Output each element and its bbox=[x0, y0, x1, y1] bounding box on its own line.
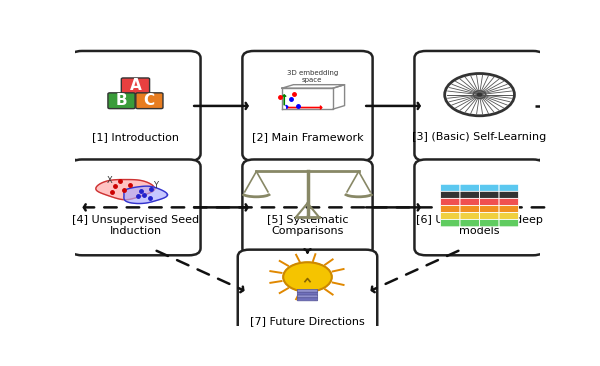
FancyBboxPatch shape bbox=[460, 220, 479, 227]
FancyBboxPatch shape bbox=[70, 51, 200, 161]
FancyBboxPatch shape bbox=[415, 160, 545, 255]
Text: Y: Y bbox=[154, 181, 158, 190]
FancyBboxPatch shape bbox=[121, 78, 149, 94]
FancyBboxPatch shape bbox=[479, 220, 499, 227]
Text: A: A bbox=[130, 78, 142, 93]
Text: B: B bbox=[116, 93, 127, 108]
Text: [5] Systematic
Comparisons: [5] Systematic Comparisons bbox=[267, 214, 348, 236]
FancyBboxPatch shape bbox=[108, 93, 135, 109]
Polygon shape bbox=[124, 186, 167, 203]
FancyBboxPatch shape bbox=[479, 205, 499, 213]
Text: 3D embedding
space: 3D embedding space bbox=[287, 70, 338, 83]
FancyBboxPatch shape bbox=[415, 51, 545, 161]
FancyBboxPatch shape bbox=[238, 250, 377, 346]
FancyBboxPatch shape bbox=[460, 212, 479, 220]
FancyBboxPatch shape bbox=[242, 160, 373, 255]
FancyBboxPatch shape bbox=[499, 205, 518, 213]
FancyBboxPatch shape bbox=[460, 198, 479, 206]
FancyBboxPatch shape bbox=[298, 298, 317, 301]
Text: [7] Future Directions: [7] Future Directions bbox=[250, 316, 365, 326]
FancyBboxPatch shape bbox=[460, 205, 479, 213]
FancyBboxPatch shape bbox=[242, 51, 373, 161]
Text: [1] Introduction: [1] Introduction bbox=[92, 132, 179, 142]
FancyBboxPatch shape bbox=[440, 191, 460, 199]
FancyBboxPatch shape bbox=[136, 93, 163, 109]
FancyBboxPatch shape bbox=[499, 184, 518, 191]
FancyBboxPatch shape bbox=[440, 220, 460, 227]
Text: [6] Unsupervised deep
models: [6] Unsupervised deep models bbox=[416, 214, 543, 236]
Polygon shape bbox=[96, 180, 155, 200]
Text: X: X bbox=[107, 176, 113, 186]
FancyBboxPatch shape bbox=[499, 198, 518, 206]
FancyBboxPatch shape bbox=[479, 184, 499, 191]
Text: [2] Main Framework: [2] Main Framework bbox=[251, 132, 364, 142]
FancyBboxPatch shape bbox=[440, 198, 460, 206]
FancyBboxPatch shape bbox=[479, 191, 499, 199]
FancyBboxPatch shape bbox=[460, 191, 479, 199]
FancyBboxPatch shape bbox=[440, 205, 460, 213]
FancyBboxPatch shape bbox=[298, 290, 317, 292]
FancyBboxPatch shape bbox=[70, 160, 200, 255]
FancyBboxPatch shape bbox=[479, 212, 499, 220]
Text: C: C bbox=[144, 93, 155, 108]
Text: [4] Unsupervised Seed
Induction: [4] Unsupervised Seed Induction bbox=[72, 214, 199, 236]
FancyBboxPatch shape bbox=[499, 212, 518, 220]
FancyBboxPatch shape bbox=[460, 184, 479, 191]
FancyBboxPatch shape bbox=[440, 184, 460, 191]
FancyBboxPatch shape bbox=[479, 198, 499, 206]
Text: [3] (Basic) Self-Learning: [3] (Basic) Self-Learning bbox=[412, 132, 547, 142]
FancyBboxPatch shape bbox=[298, 295, 317, 298]
FancyBboxPatch shape bbox=[499, 191, 518, 199]
Circle shape bbox=[478, 93, 482, 96]
FancyBboxPatch shape bbox=[440, 212, 460, 220]
FancyBboxPatch shape bbox=[298, 292, 317, 295]
Circle shape bbox=[283, 262, 332, 292]
FancyBboxPatch shape bbox=[499, 220, 518, 227]
